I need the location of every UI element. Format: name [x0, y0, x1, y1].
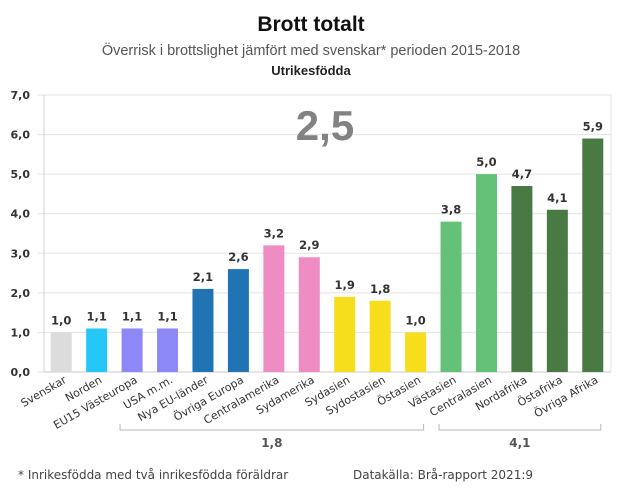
data-label: 1,0: [405, 313, 425, 327]
bar: [263, 245, 285, 372]
data-label: 1,8: [370, 282, 390, 296]
bar: [546, 209, 568, 372]
bar: [227, 269, 249, 372]
data-label: 1,1: [157, 309, 177, 323]
chart-subtitle: Överrisk i brottslighet jämfört med sven…: [101, 43, 521, 59]
y-tick-label: 3,0: [11, 247, 31, 260]
y-tick-label: 5,0: [11, 168, 31, 181]
data-label: 3,8: [441, 203, 461, 217]
chart-group-title: Utrikesfödda: [271, 63, 351, 78]
y-tick-label: 7,0: [11, 89, 31, 102]
data-label: 3,2: [264, 226, 284, 240]
data-label: 4,7: [512, 167, 532, 181]
group-average-label: 4,1: [509, 436, 530, 450]
group-brackets: 1,8 4,1: [119, 424, 602, 450]
group-average-label: 1,8: [261, 436, 282, 450]
bar: [157, 328, 179, 372]
data-label: 1,1: [86, 309, 106, 323]
bar: [475, 174, 497, 372]
bar: [86, 328, 108, 372]
data-label: 5,9: [583, 120, 603, 134]
data-label: 5,0: [476, 155, 496, 169]
bar: [298, 257, 320, 372]
y-tick-label: 6,0: [11, 129, 31, 142]
y-tick-label: 1,0: [11, 326, 31, 339]
data-label: 1,9: [335, 278, 355, 292]
bar: [192, 288, 214, 372]
data-label: 1,1: [122, 309, 142, 323]
data-label: 2,1: [193, 270, 213, 284]
overall-value-annotation: 2,5: [296, 102, 354, 149]
bar: [405, 332, 427, 372]
bar: [511, 186, 533, 372]
bar: [334, 296, 356, 372]
group-bracket: [119, 424, 425, 431]
group-bracket: [438, 424, 602, 431]
chart-title: Brott totalt: [257, 13, 365, 36]
data-source: Datakälla: Brå-rapport 2021:9: [353, 468, 534, 482]
bars: [50, 138, 604, 372]
data-label: 1,0: [51, 313, 71, 327]
data-label: 2,9: [299, 238, 319, 252]
y-tick-label: 0,0: [11, 366, 31, 379]
bar: [369, 300, 391, 372]
footnote: * Inrikesfödda med två inrikesfödda förä…: [18, 468, 289, 482]
data-label: 2,6: [228, 250, 248, 264]
bar: [440, 221, 462, 372]
data-labels: 1,0 1,1 1,1 1,1 2,1 2,6 3,2 2,9 1,9 1,8 1,0 3,8 5,0 4…: [51, 120, 603, 328]
bar: [50, 332, 72, 372]
y-tick-label: 4,0: [11, 208, 31, 221]
y-tick-label: 2,0: [11, 287, 31, 300]
data-label: 4,1: [547, 191, 567, 205]
y-axis-ticks: 0,0 1,0 2,0 3,0 4,0 5,0 6,0 7,0: [11, 89, 31, 379]
bar: [121, 328, 143, 372]
bar: [582, 138, 604, 372]
